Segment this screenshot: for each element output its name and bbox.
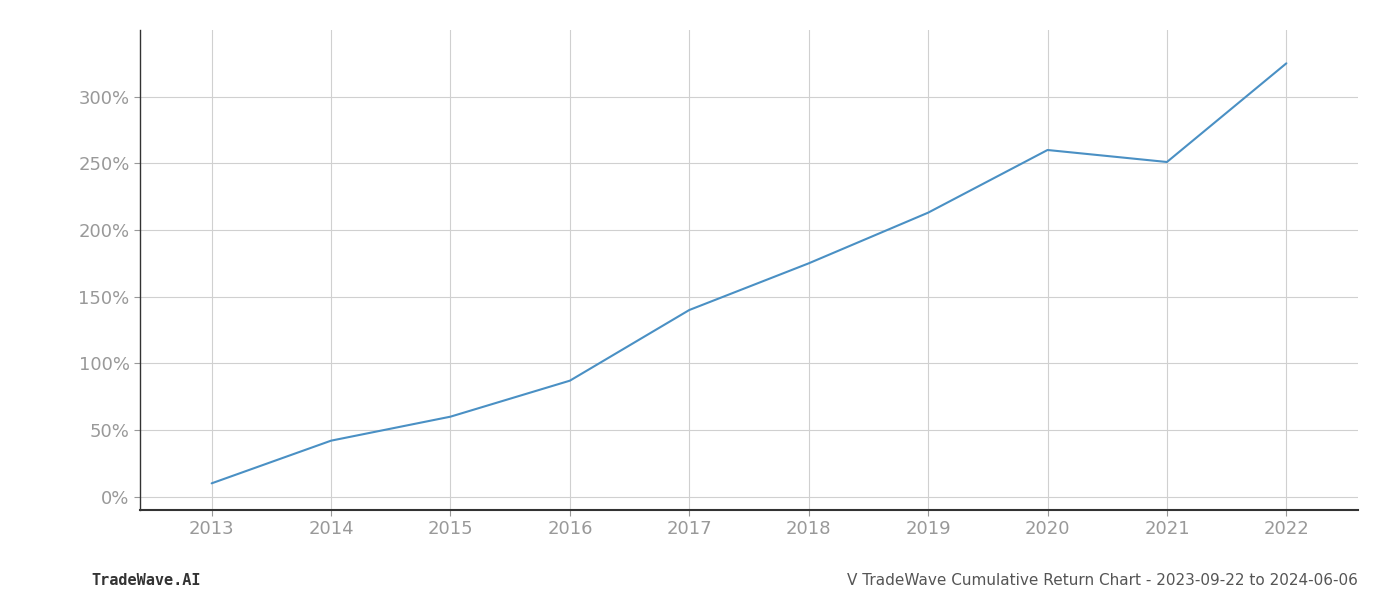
Text: TradeWave.AI: TradeWave.AI: [91, 573, 200, 588]
Text: V TradeWave Cumulative Return Chart - 2023-09-22 to 2024-06-06: V TradeWave Cumulative Return Chart - 20…: [847, 573, 1358, 588]
